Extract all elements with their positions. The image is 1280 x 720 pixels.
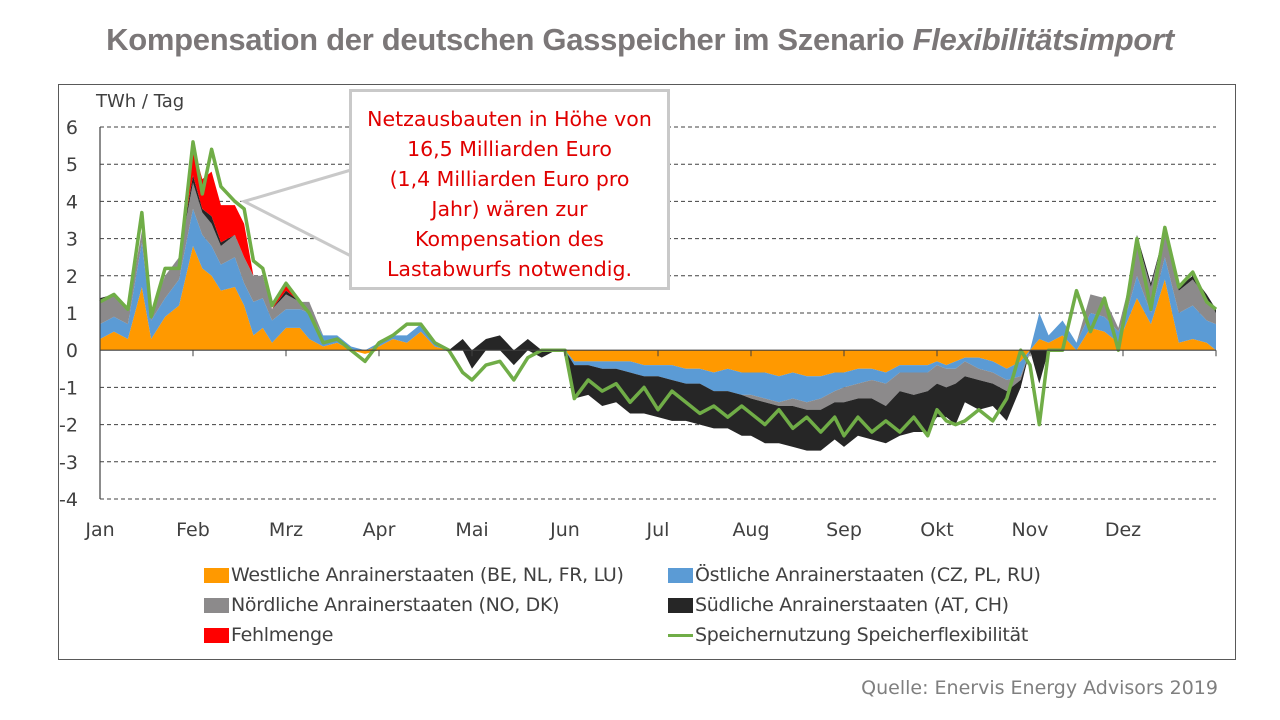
tick-labels: 6 5 4 3 2 1 0 -1 -2 -3 -4 TWh / Tag Jan Feb Mrz Apr Mai J… xyxy=(59,91,1141,541)
y-tick-label: 1 xyxy=(66,303,78,325)
legend-swatch-west xyxy=(204,567,229,583)
x-tick-label: Sep xyxy=(826,519,862,541)
area-south-negative xyxy=(100,350,1216,451)
y-tick-label: -3 xyxy=(59,452,78,474)
y-tick-label: 0 xyxy=(66,340,78,362)
legend-swatch-south xyxy=(668,597,693,613)
legend-swatch-deficit xyxy=(204,627,229,643)
area-west-positive xyxy=(100,246,1216,351)
legend-label: Südliche Anrainerstaaten (AT, CH) xyxy=(695,594,1009,616)
y-tick-label: 6 xyxy=(66,117,78,139)
legend-swatch-north xyxy=(204,597,229,613)
callout-box: Netzausbauten in Höhe von 16,5 Milliarde… xyxy=(349,89,670,290)
y-tick-label: -1 xyxy=(59,377,78,399)
legend-item-deficit: Fehlmenge xyxy=(204,624,334,646)
x-tick-label: Jan xyxy=(84,519,114,541)
y-tick-label: -2 xyxy=(59,415,78,437)
x-tick-label: Mai xyxy=(455,519,488,541)
legend-swatch-east xyxy=(668,567,693,583)
legend-item-usage: Speichernutzung Speicherflexibilität xyxy=(668,624,1028,646)
callout-line: (1,4 Milliarden Euro pro xyxy=(389,167,630,191)
y-tick-label: -4 xyxy=(59,489,78,511)
x-tick-label: Dez xyxy=(1105,519,1141,541)
x-tick-label: Mrz xyxy=(269,519,303,541)
chart-title: Kompensation der deutschen Gasspeicher i… xyxy=(0,22,1280,58)
area-north-negative xyxy=(100,350,1216,410)
x-tick-label: Nov xyxy=(1011,519,1048,541)
callout-line: Kompensation des xyxy=(415,227,604,251)
chart-frame xyxy=(58,84,1236,660)
x-tick-label: Aug xyxy=(732,519,769,541)
legend-item-north: Nördliche Anrainerstaaten (NO, DK) xyxy=(204,594,560,616)
legend-label: Westliche Anrainerstaaten (BE, NL, FR, L… xyxy=(231,564,624,586)
callout-line: Jahr) wären zur xyxy=(431,197,588,221)
y-tick-label: 5 xyxy=(66,154,78,176)
legend-swatch-usage xyxy=(668,633,693,637)
line-usage xyxy=(99,140,1218,438)
callout-line: Lastabwurfs notwendig. xyxy=(386,257,633,281)
axes xyxy=(99,127,1217,499)
callout-line: 16,5 Milliarden Euro xyxy=(407,137,612,161)
legend-item-east: Östliche Anrainerstaaten (CZ, PL, RU) xyxy=(668,564,1041,586)
legend-label: Fehlmenge xyxy=(231,624,334,646)
legend-item-south: Südliche Anrainerstaaten (AT, CH) xyxy=(668,594,1009,616)
chart-title-main: Kompensation der deutschen Gasspeicher i… xyxy=(106,22,913,57)
y-tick-label: 3 xyxy=(66,229,78,251)
y-tick-label: 4 xyxy=(66,191,78,213)
y-axis-label: TWh / Tag xyxy=(95,91,184,112)
y-tick-label: 2 xyxy=(66,266,78,288)
x-tick-label: Jun xyxy=(549,519,580,541)
source-note: Quelle: Enervis Energy Advisors 2019 xyxy=(861,677,1218,699)
legend-label: Nördliche Anrainerstaaten (NO, DK) xyxy=(231,594,560,616)
legend-label: Speichernutzung Speicherflexibilität xyxy=(695,624,1029,646)
x-tick-label: Okt xyxy=(920,519,953,541)
legend-item-west: Westliche Anrainerstaaten (BE, NL, FR, L… xyxy=(204,564,624,586)
x-tick-label: Jul xyxy=(646,519,670,541)
chart-title-italic: Flexibilitätsimport xyxy=(912,22,1175,57)
callout-line: Netzausbauten in Höhe von xyxy=(367,107,652,131)
legend-label: Östliche Anrainerstaaten (CZ, PL, RU) xyxy=(695,564,1041,586)
area-west-negative xyxy=(100,350,1216,377)
x-tick-label: Apr xyxy=(363,519,396,541)
stacked-areas xyxy=(99,140,1218,451)
callout-pointer xyxy=(240,168,352,258)
x-tick-label: Feb xyxy=(176,519,210,541)
